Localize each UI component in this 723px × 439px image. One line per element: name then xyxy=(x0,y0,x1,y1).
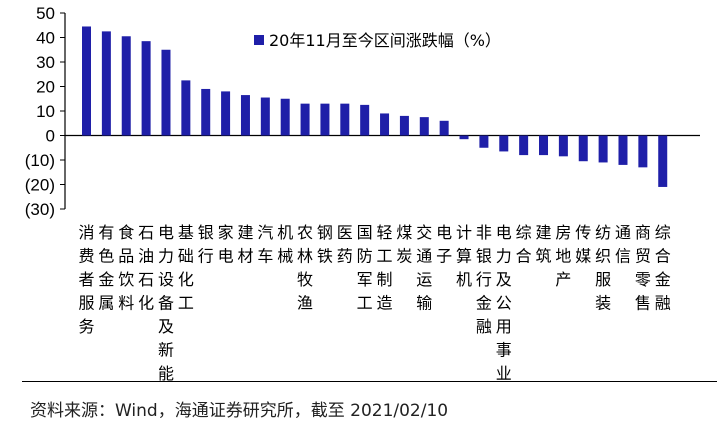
bar xyxy=(320,103,330,136)
y-tick-label: 50 xyxy=(36,4,55,23)
x-tick-label: 食品饮料 xyxy=(118,223,134,313)
y-tick-label: 10 xyxy=(36,102,55,121)
bar xyxy=(240,95,250,136)
x-tick-label: 农林牧渔 xyxy=(297,223,313,313)
x-tick-label: 电力设备及新能源 xyxy=(158,223,174,385)
x-tick-label: 综合金融 xyxy=(655,223,671,313)
x-tick-label: 国防军工 xyxy=(357,223,373,313)
bar xyxy=(300,103,310,136)
bar xyxy=(558,135,568,157)
bar-chart: 50 40 30 20 10 0 (10) (20) (30) 消费者服务有色金属食品饮料石油石… xyxy=(25,4,700,385)
x-tick-label: 建材 xyxy=(237,223,253,266)
x-tick-label: 纺织服装 xyxy=(595,223,611,313)
x-tick-label: 家电 xyxy=(218,223,234,266)
y-tick-label: (20) xyxy=(25,176,55,195)
bar xyxy=(221,91,231,136)
x-tick-label: 综合 xyxy=(516,223,532,266)
x-tick-label: 房地产 xyxy=(555,223,571,289)
bar xyxy=(479,135,489,148)
x-tick-label: 银行 xyxy=(198,223,214,266)
source-note: 资料来源：Wind，海通证券研究所，截至 2021/02/10 xyxy=(30,401,449,421)
y-tick-label: 0 xyxy=(46,127,55,146)
legend-swatch xyxy=(254,35,264,45)
source-divider xyxy=(22,381,717,382)
x-tick-label: 电力及公用事业 xyxy=(496,223,512,383)
x-tick-label: 机械 xyxy=(277,223,293,266)
bar xyxy=(82,26,91,136)
x-tick-label: 煤炭 xyxy=(396,223,412,266)
bar xyxy=(141,41,151,136)
bar xyxy=(578,135,588,162)
bar xyxy=(260,97,270,136)
y-tick-label: 30 xyxy=(36,53,55,72)
bar xyxy=(419,117,429,136)
bar xyxy=(598,135,608,163)
x-tick-label: 医药 xyxy=(337,223,353,266)
x-tick-label: 基础化工 xyxy=(178,223,194,313)
bar xyxy=(181,80,191,136)
bar xyxy=(499,135,509,152)
y-tick-label: (30) xyxy=(25,200,55,219)
bar xyxy=(360,104,370,136)
y-tick-label: (10) xyxy=(25,151,55,170)
x-tick-label: 电子 xyxy=(436,223,452,266)
x-tick-label: 石油石化 xyxy=(138,223,154,313)
x-tick-label: 轻工制造 xyxy=(377,223,393,313)
x-tick-label: 汽车 xyxy=(257,223,273,266)
bar xyxy=(280,98,290,136)
x-tick-label: 商贸零售 xyxy=(635,223,651,313)
x-tick-label: 钢铁 xyxy=(317,223,333,266)
bar xyxy=(399,115,409,136)
x-tick-label: 建筑 xyxy=(536,223,552,266)
bar xyxy=(340,103,350,136)
x-tick-label: 消费者服务 xyxy=(78,223,94,336)
x-tick-label: 非银行金融 xyxy=(476,223,492,336)
bar xyxy=(121,36,131,136)
bar xyxy=(161,49,171,136)
y-tick-label: 40 xyxy=(36,29,55,48)
bar xyxy=(380,113,390,136)
bar xyxy=(459,135,469,140)
x-tick-label: 传媒 xyxy=(575,223,591,266)
x-tick-label: 通信 xyxy=(615,223,631,266)
y-tick-label: 20 xyxy=(36,78,55,97)
bar xyxy=(439,120,449,136)
bar xyxy=(201,88,211,136)
bar xyxy=(618,135,628,165)
x-tick-label: 交通运输 xyxy=(416,223,432,313)
bar xyxy=(101,31,111,136)
bar xyxy=(638,135,648,168)
x-tick-label: 有色金属 xyxy=(98,223,114,313)
x-tick-label: 计算机 xyxy=(456,223,472,289)
bar xyxy=(519,135,529,156)
bar xyxy=(658,135,668,187)
legend-label: 20年11月至今区间涨跌幅（%） xyxy=(269,31,501,50)
bar xyxy=(539,135,549,156)
